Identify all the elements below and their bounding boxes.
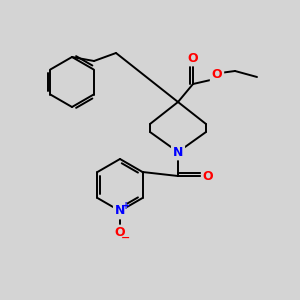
Text: N: N	[173, 146, 183, 158]
Text: +: +	[122, 201, 130, 211]
Text: O: O	[212, 68, 222, 82]
Text: N: N	[115, 205, 125, 218]
Text: O: O	[188, 52, 198, 64]
Text: −: −	[121, 233, 131, 243]
Text: O: O	[115, 226, 125, 239]
Text: O: O	[203, 169, 213, 182]
